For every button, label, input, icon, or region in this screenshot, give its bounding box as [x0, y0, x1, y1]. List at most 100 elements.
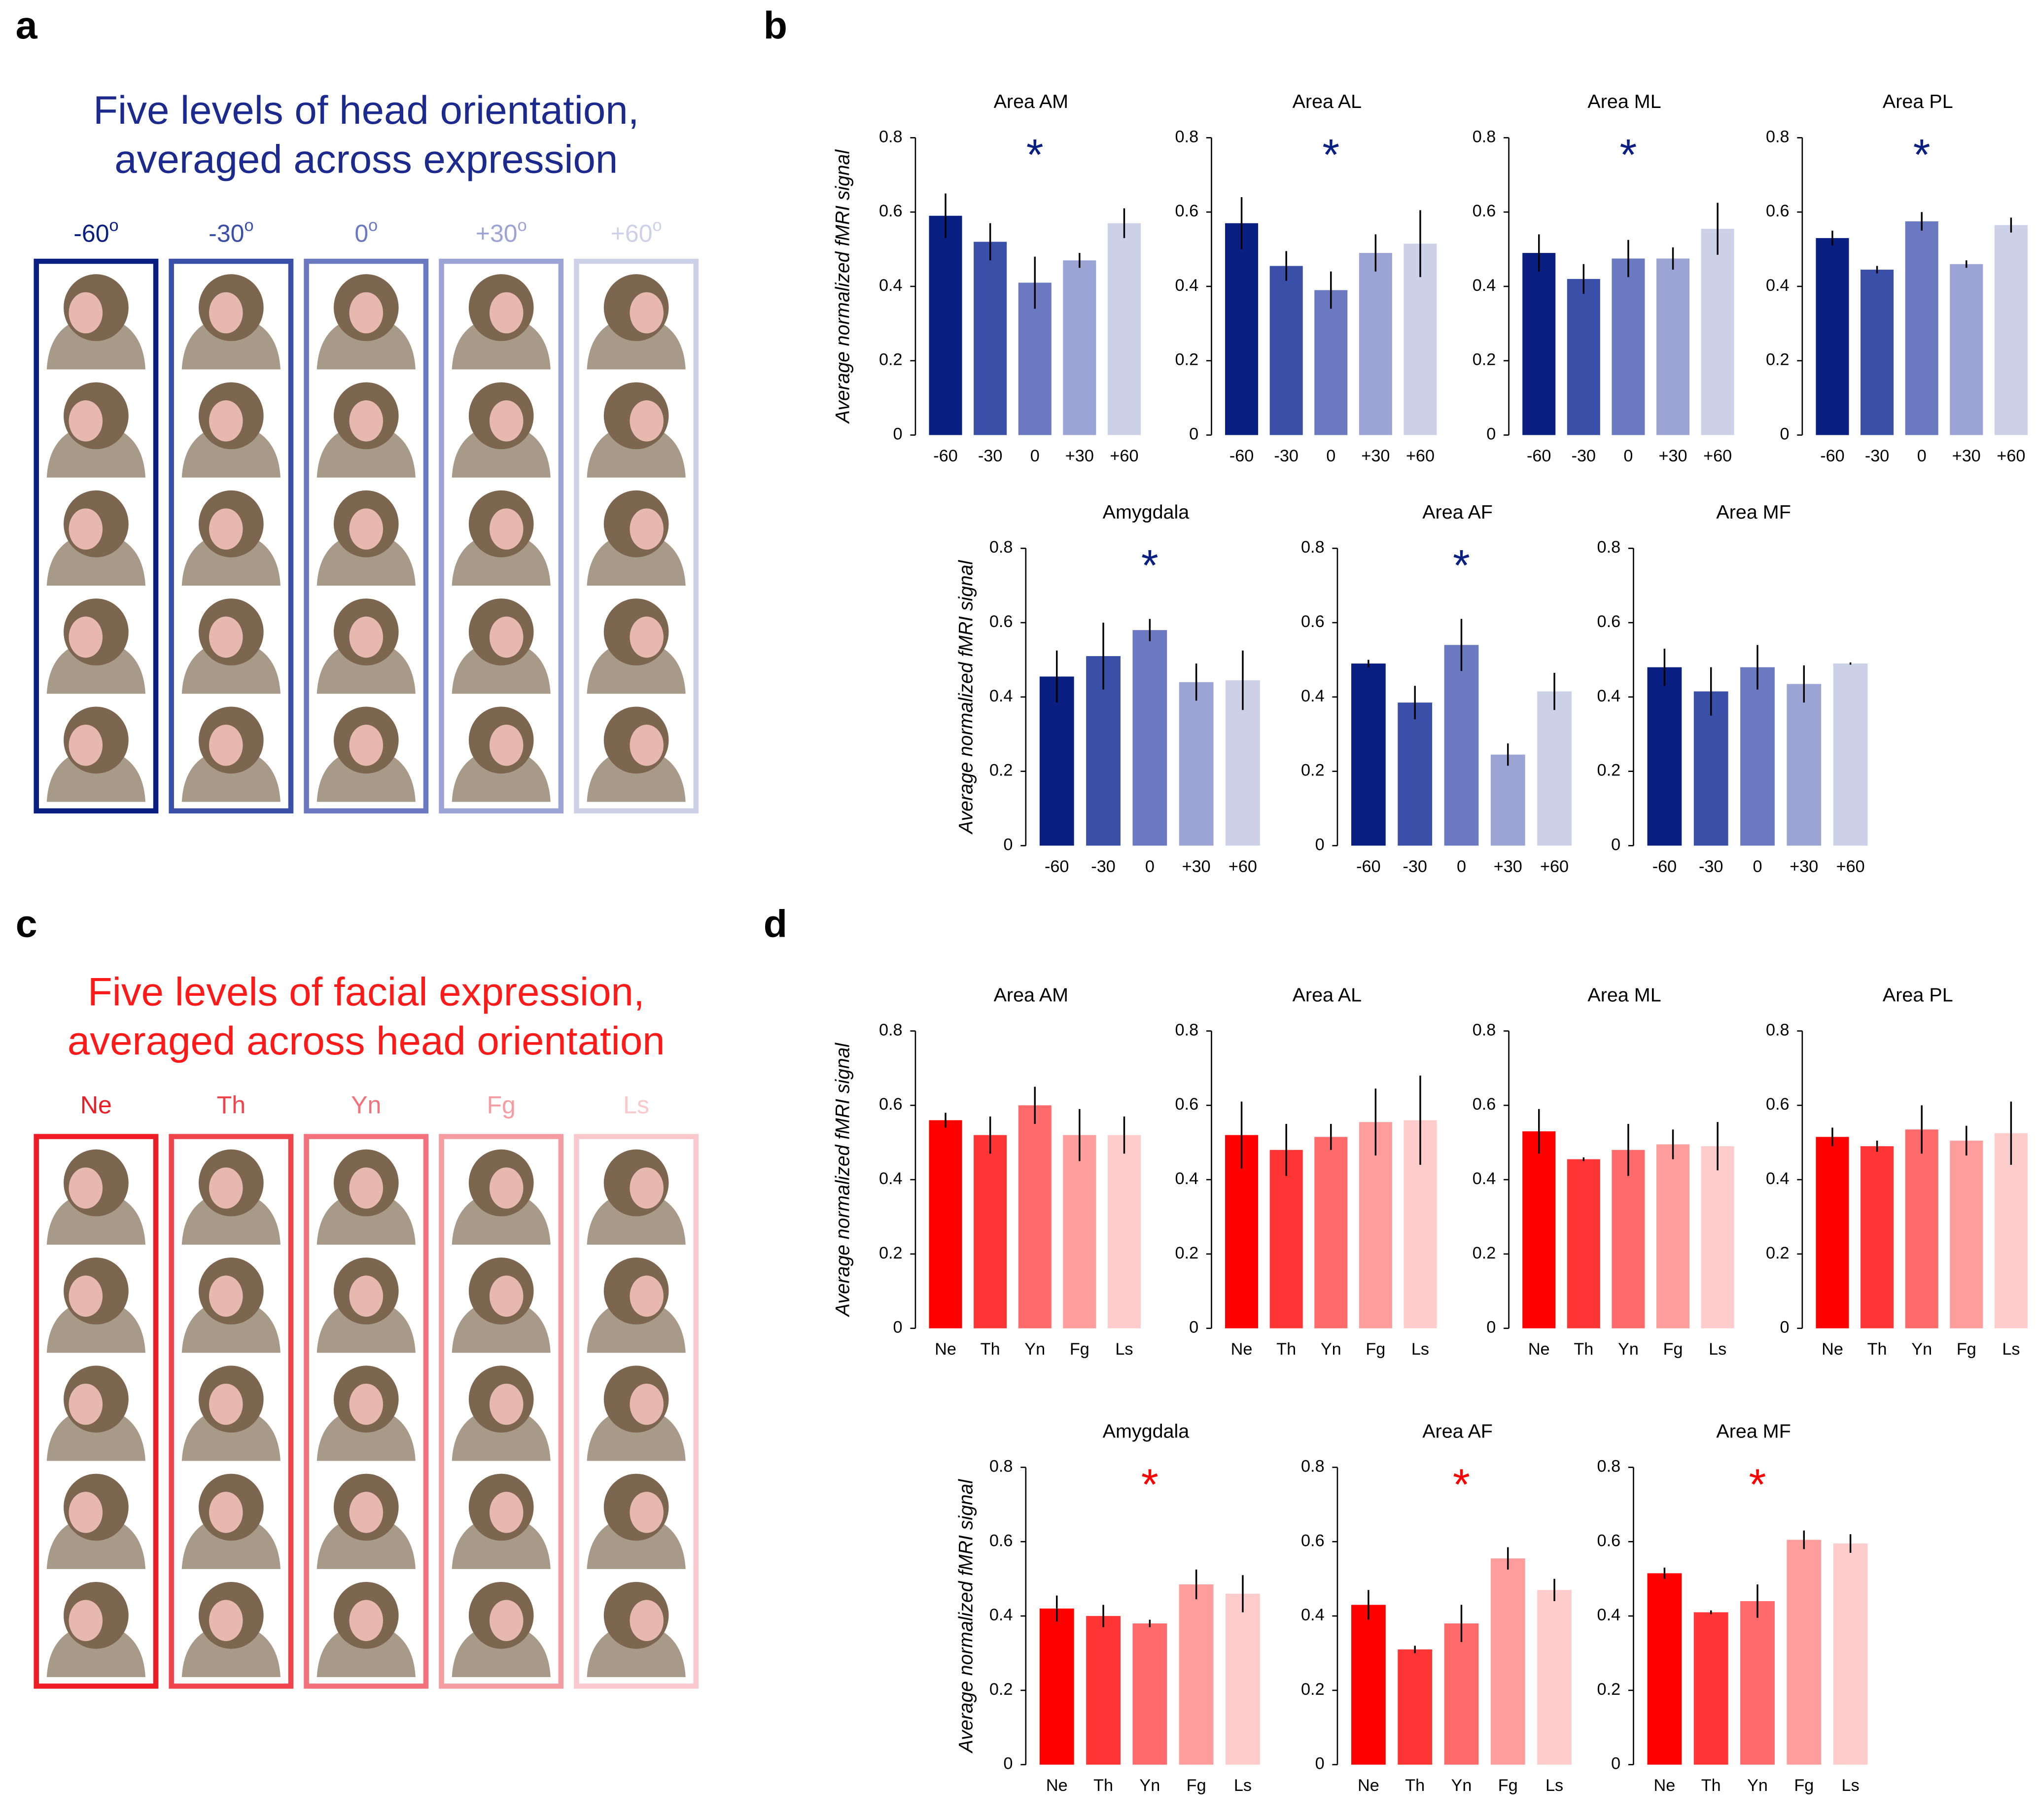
x-tick-label: Fg: [1070, 1340, 1089, 1359]
bar: [1612, 1150, 1645, 1329]
x-tick-label: +30: [1182, 857, 1211, 876]
bar: [1816, 1137, 1849, 1329]
bar: [1656, 258, 1690, 435]
chart-title: Area PL: [1883, 91, 1953, 112]
monkey-face: [489, 616, 524, 658]
x-tick-label: -60: [933, 447, 957, 465]
bar: [1787, 1540, 1822, 1765]
monkey-face: [69, 1492, 103, 1533]
y-tick-label: 0.2: [989, 761, 1013, 780]
monkey-face: [489, 292, 524, 334]
monkey-face: [69, 1275, 103, 1317]
monkey-face: [209, 292, 243, 334]
y-tick-label: 0.6: [1175, 1095, 1199, 1114]
column-label-sup: o: [109, 216, 119, 235]
x-tick-label: -30: [1572, 447, 1596, 465]
monkey-face: [489, 1492, 524, 1533]
y-tick-label: 0.8: [989, 1457, 1013, 1476]
x-tick-label: Th: [1093, 1776, 1113, 1795]
y-tick-label: 0.4: [879, 276, 903, 295]
bar: [1490, 754, 1525, 846]
x-tick-label: Ne: [1046, 1776, 1068, 1795]
x-tick-label: +30: [1659, 447, 1687, 465]
y-axis-label: Average normalized fMRI signal: [832, 149, 853, 424]
significance-marker: *: [1141, 1460, 1158, 1509]
column-label-text: -60: [73, 220, 109, 247]
x-tick-label: Yn: [1321, 1340, 1341, 1359]
column-label: Th: [217, 1091, 246, 1119]
significance-marker: *: [1453, 541, 1470, 590]
x-tick-label: Ls: [1709, 1340, 1726, 1359]
x-tick-label: -30: [978, 447, 1002, 465]
monkey-face: [489, 400, 524, 442]
chart-title: Area ML: [1587, 984, 1661, 1006]
y-tick-label: 0.4: [1766, 276, 1790, 295]
y-tick-label: 0.8: [1597, 1457, 1621, 1476]
monkey-face: [630, 1167, 664, 1209]
monkey-face: [489, 1600, 524, 1642]
monkey-face: [69, 1167, 103, 1209]
panel-title: Five levels of facial expression,: [88, 970, 645, 1015]
x-tick-label: Fg: [1187, 1776, 1206, 1795]
monkey-face: [349, 616, 384, 658]
panel-letter: d: [764, 902, 787, 945]
x-tick-label: 0: [1030, 447, 1040, 465]
x-tick-label: -30: [1865, 447, 1889, 465]
column-label-text: Yn: [351, 1091, 381, 1119]
y-tick-label: 0.6: [1473, 202, 1496, 220]
y-tick-label: 0: [1315, 836, 1325, 854]
significance-marker: *: [1913, 130, 1931, 179]
x-tick-label: -60: [1652, 857, 1677, 876]
column-frame: [304, 1134, 429, 1689]
column-label-text: Ne: [80, 1091, 112, 1119]
panel-title: Five levels of head orientation,: [93, 88, 639, 133]
bar: [1086, 1616, 1121, 1765]
y-tick-label: 0.4: [1766, 1169, 1790, 1188]
y-tick-label: 0: [1611, 836, 1620, 854]
column-frame: [169, 258, 294, 814]
monkey-face: [209, 725, 243, 766]
bar: [1132, 630, 1167, 846]
bar: [1994, 225, 2028, 435]
y-tick-label: 0.8: [879, 1021, 903, 1040]
monkey-face: [349, 1167, 384, 1209]
y-tick-label: 0: [1486, 1318, 1496, 1337]
y-tick-label: 0.8: [1473, 127, 1496, 146]
y-tick-label: 0.4: [1473, 1169, 1496, 1188]
monkey-face: [630, 292, 664, 334]
bar: [1018, 1105, 1052, 1329]
chart-title: Area MF: [1716, 1421, 1790, 1442]
bar: [1522, 1131, 1556, 1329]
x-tick-label: +60: [1836, 857, 1865, 876]
monkey-face: [209, 1600, 243, 1642]
monkey-face: [630, 508, 664, 550]
monkey-face: [630, 400, 664, 442]
y-tick-label: 0.6: [989, 612, 1013, 631]
bar: [1833, 1543, 1868, 1765]
chart-title: Amygdala: [1103, 1421, 1190, 1442]
y-tick-label: 0.4: [1597, 1606, 1621, 1624]
bar: [1269, 1150, 1303, 1329]
x-tick-label: Ls: [1115, 1340, 1133, 1359]
bar: [1314, 1137, 1348, 1329]
x-tick-label: Yn: [1024, 1340, 1045, 1359]
x-tick-label: Ls: [2002, 1340, 2020, 1359]
chart-title: Amygdala: [1103, 501, 1190, 523]
bar: [1537, 691, 1572, 846]
column-label: +30o: [476, 216, 527, 247]
x-tick-label: +60: [1229, 857, 1257, 876]
y-tick-label: 0.8: [1175, 127, 1199, 146]
bar: [1701, 229, 1734, 435]
y-tick-label: 0.8: [1766, 1021, 1790, 1040]
monkey-face: [69, 292, 103, 334]
bar: [1567, 279, 1600, 435]
x-tick-label: -30: [1091, 857, 1115, 876]
x-tick-label: Ls: [1234, 1776, 1252, 1795]
bar: [1905, 221, 1938, 435]
y-tick-label: 0.8: [1597, 538, 1621, 557]
bar: [1537, 1590, 1572, 1765]
x-tick-label: +60: [1997, 447, 2025, 465]
bar: [1107, 223, 1141, 435]
y-tick-label: 0.6: [1597, 1531, 1621, 1550]
